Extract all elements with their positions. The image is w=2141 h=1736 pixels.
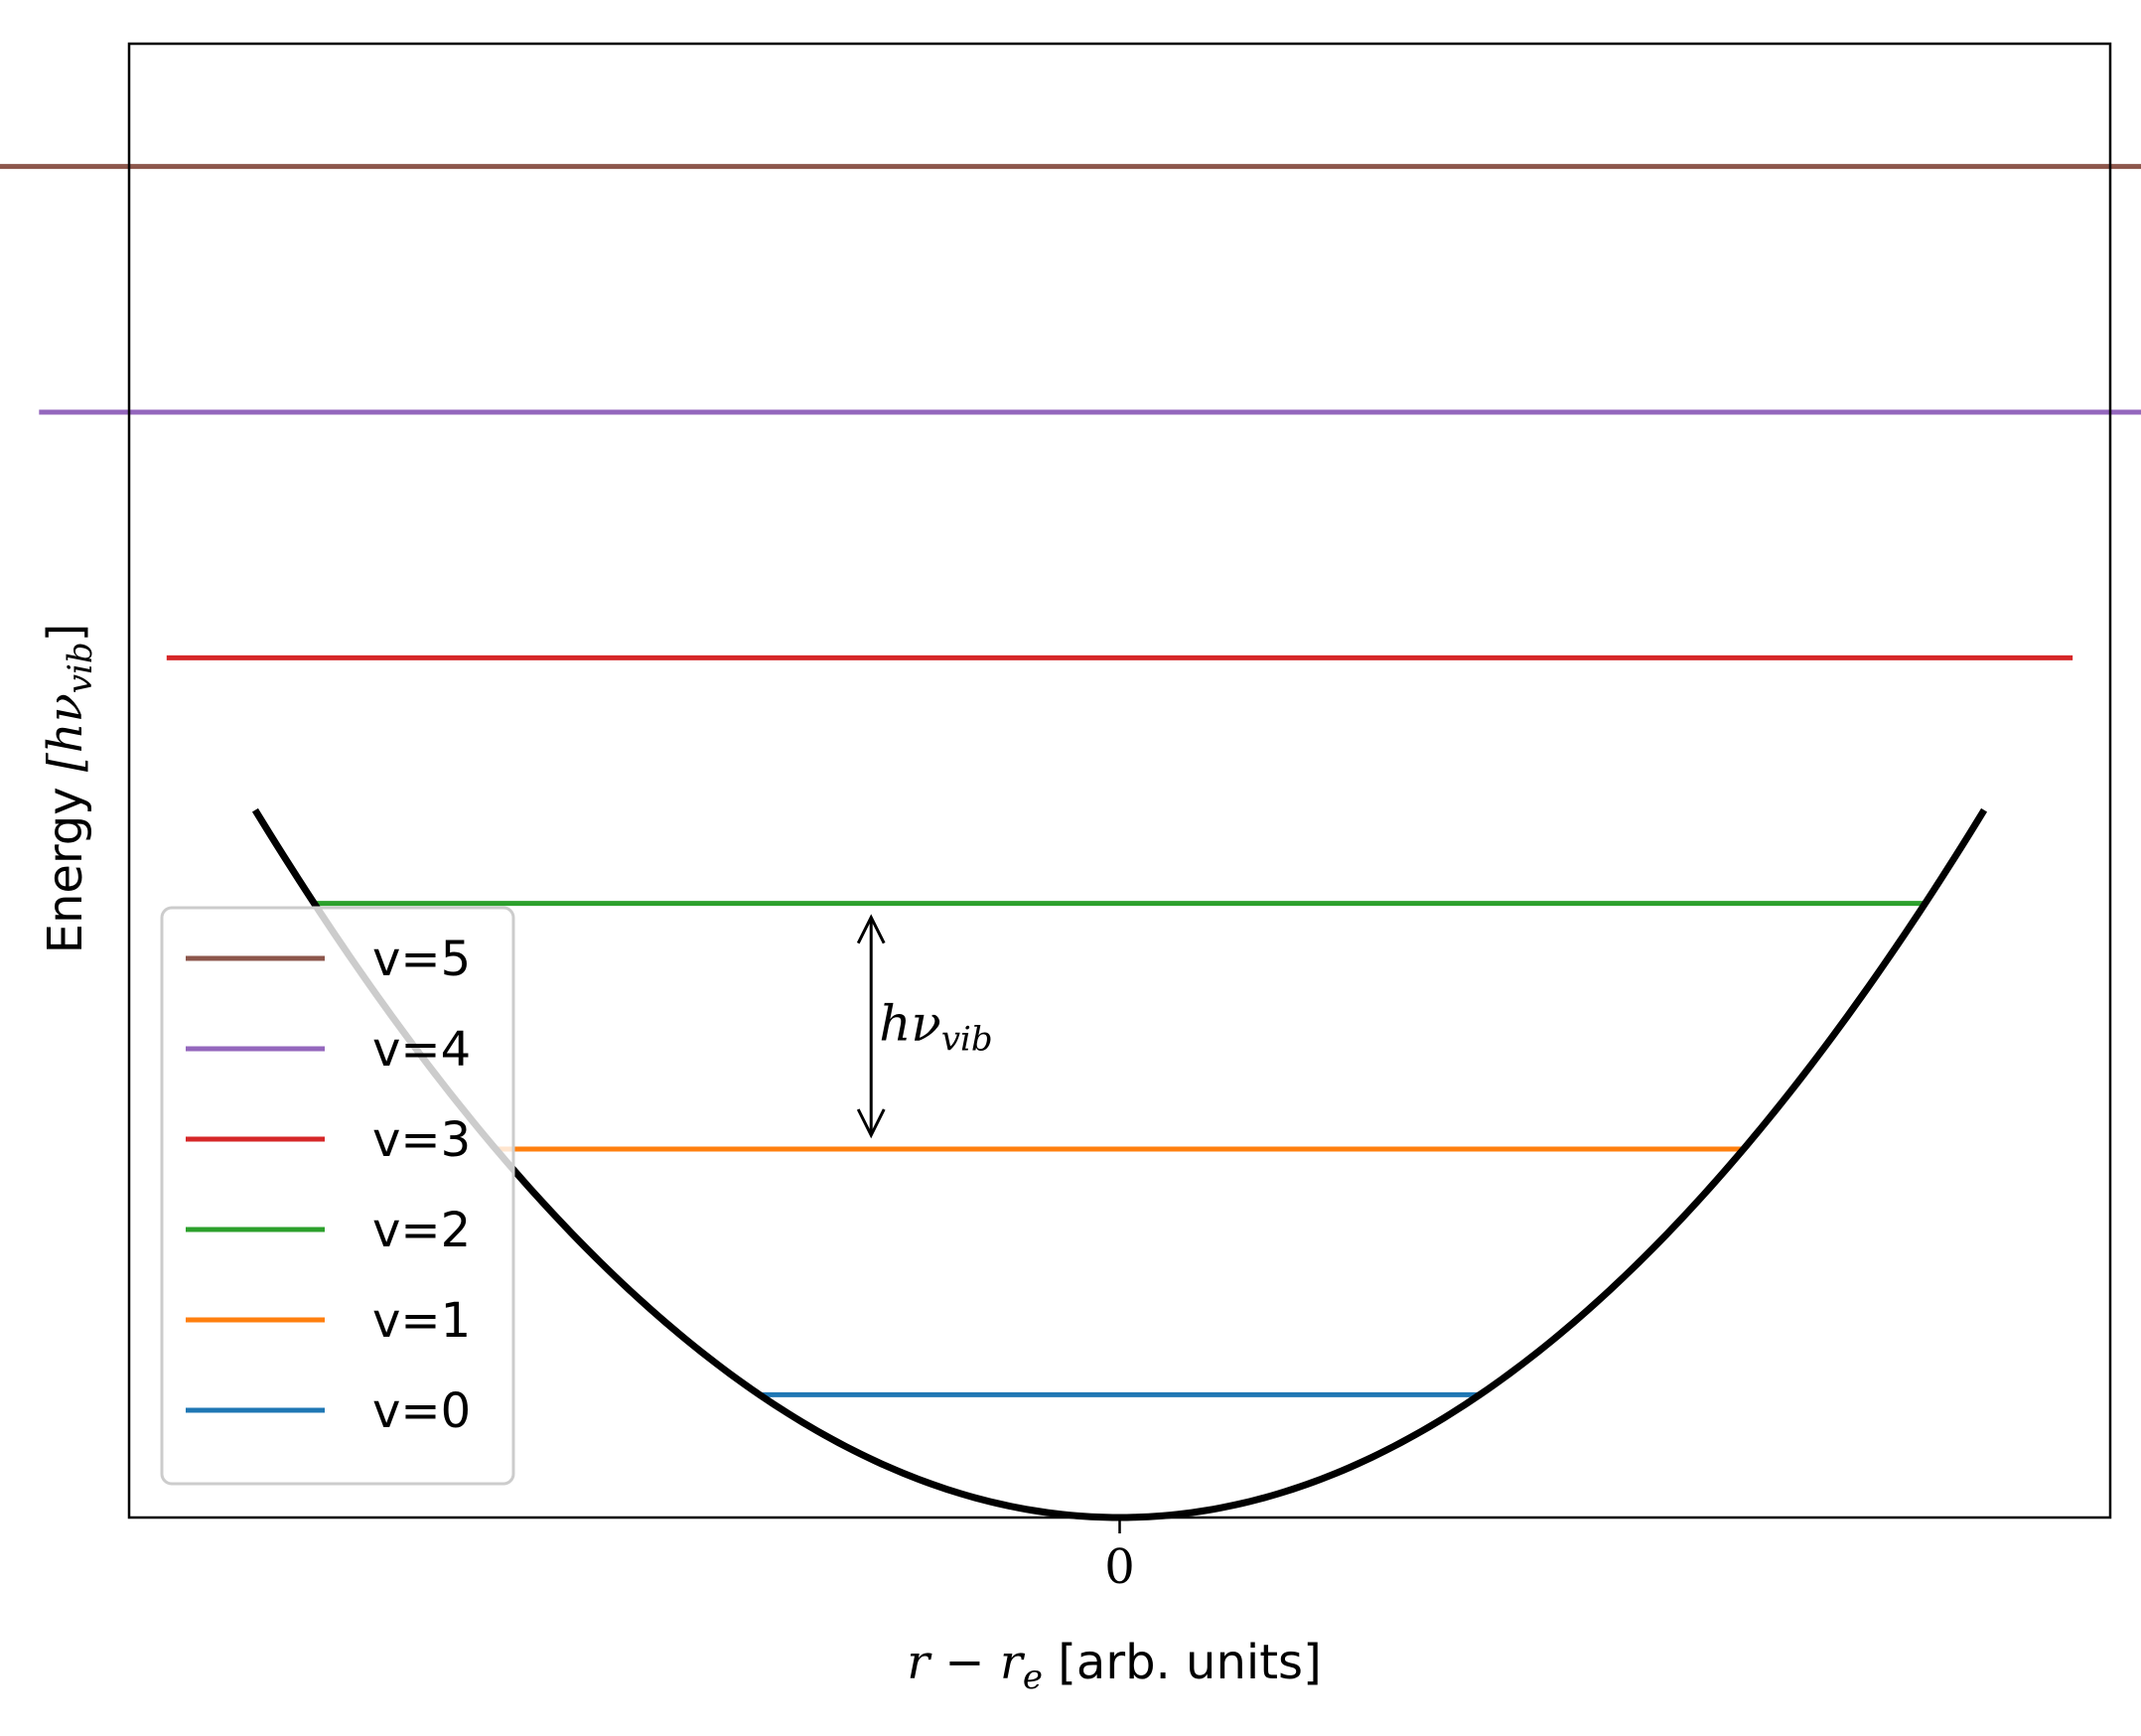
y-axis-label-sub: vib bbox=[61, 642, 100, 693]
spacing-label-sub: vib bbox=[941, 1019, 993, 1059]
legend-box bbox=[160, 906, 515, 1486]
energy-levels bbox=[0, 164, 2141, 1397]
x-axis-label-math: r − r bbox=[907, 1635, 1026, 1690]
y-axis-label: Energy [hνvib] bbox=[38, 624, 100, 954]
x-axis-label-sub: e bbox=[1023, 1658, 1043, 1697]
y-axis-label-math: [hν bbox=[38, 693, 93, 772]
legend-label-5: v=0 bbox=[372, 1383, 471, 1439]
spacing-label-main: hν bbox=[879, 994, 941, 1052]
spacing-annotation: hνvib bbox=[856, 914, 993, 1139]
x-axis-label-units: [arb. units] bbox=[1043, 1635, 1322, 1690]
legend-label-1: v=4 bbox=[372, 1022, 471, 1078]
x-tick-label-0: 0 bbox=[1104, 1539, 1135, 1595]
legend: v=5 v=4 v=3 v=2 v=1 v=0 bbox=[160, 906, 515, 1486]
y-axis-label-text: Energy bbox=[38, 772, 93, 953]
x-axis-label: r − re [arb. units] bbox=[907, 1635, 1322, 1697]
legend-label-3: v=2 bbox=[372, 1203, 471, 1258]
legend-label-0: v=5 bbox=[372, 932, 471, 987]
y-axis-label-close: ] bbox=[38, 624, 93, 643]
x-ticks: 0 bbox=[1104, 1518, 1135, 1595]
legend-label-4: v=1 bbox=[372, 1293, 471, 1349]
legend-label-2: v=3 bbox=[372, 1112, 471, 1168]
spacing-label: hνvib bbox=[879, 994, 992, 1059]
spacing-arrowhead-top bbox=[856, 914, 886, 944]
spacing-arrowhead-bottom bbox=[856, 1108, 886, 1139]
